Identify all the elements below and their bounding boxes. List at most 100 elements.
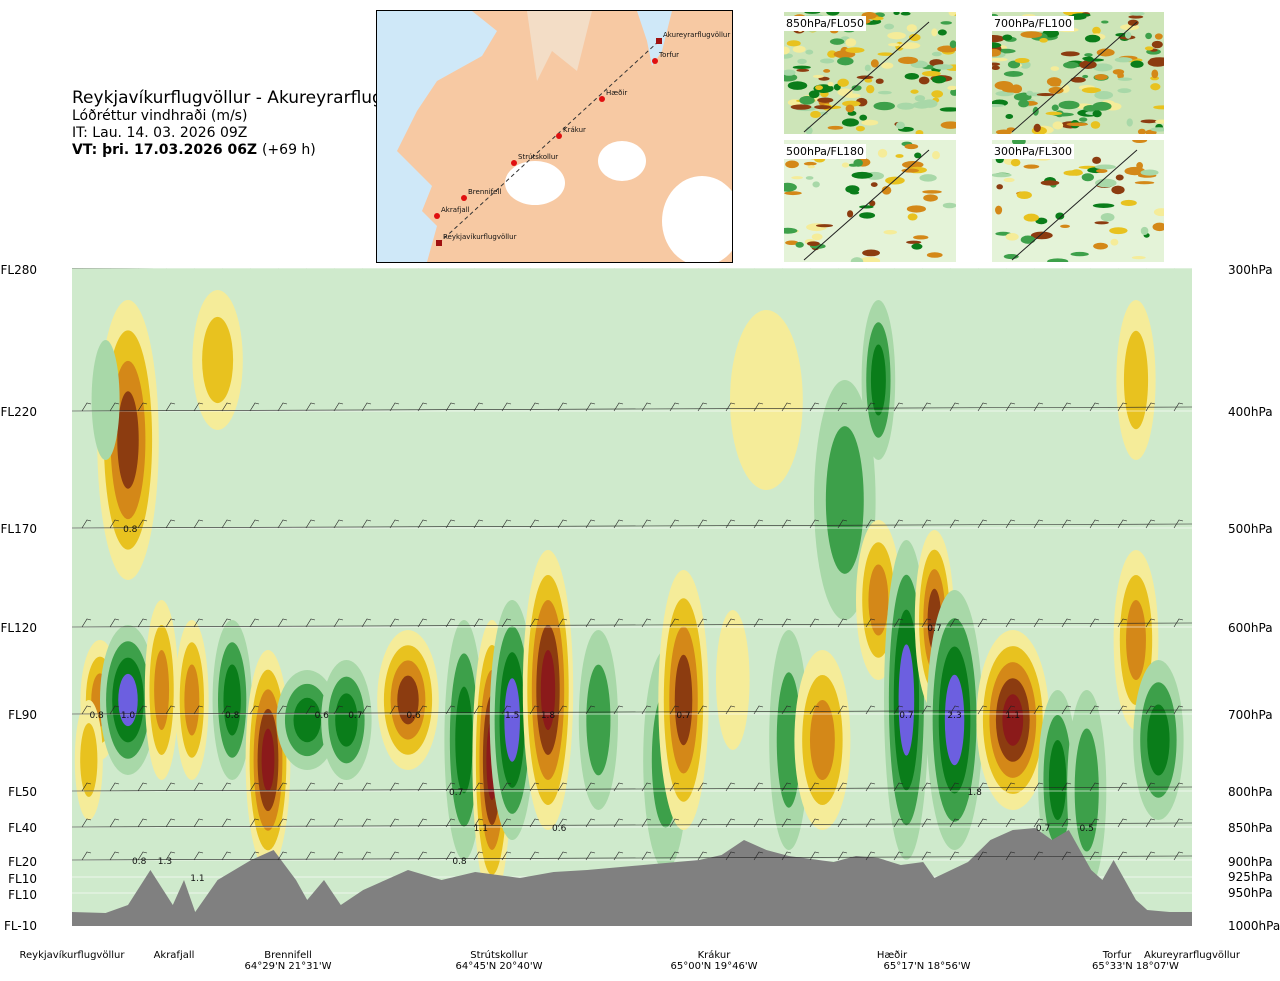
wind-barb-500-24	[753, 519, 764, 529]
value-label-15: 1.8	[968, 788, 983, 798]
wind-barb-800-26	[809, 782, 820, 792]
minimap-speckle	[1070, 251, 1089, 257]
minimap-speckle	[1117, 77, 1133, 81]
minimap-speckle	[1150, 83, 1161, 91]
minimap-speckle	[1153, 105, 1164, 110]
minimap-speckle	[1002, 34, 1013, 41]
wind-barb-600-23	[725, 618, 736, 628]
wind-barb-300-1	[110, 268, 111, 269]
minimap-speckle	[842, 100, 861, 107]
fl-label-400: FL220	[0, 405, 38, 419]
minimap-speckle	[797, 58, 807, 65]
wind-barb-600-3	[165, 618, 176, 628]
wind-barb-300-10	[362, 268, 363, 269]
value-label-10: 0.7	[899, 711, 913, 721]
wind-barb-700-9	[333, 705, 344, 715]
barb-shaft-300	[72, 268, 157, 269]
minimap-speckle	[827, 50, 837, 58]
minimap-speckle	[1151, 40, 1163, 49]
velocity-contour-23-2	[893, 609, 920, 791]
minimap-speckle	[1154, 33, 1163, 40]
minimap-speckle	[858, 257, 881, 262]
value-label-4: 0.6	[315, 711, 330, 721]
minimap-speckle	[856, 75, 874, 80]
velocity-contour-4-1	[202, 316, 234, 404]
wind-barb-400-7	[277, 402, 288, 412]
value-labels: 0.8 0.8 1.0 0.8 0.6 0.7 0.6 1.5 1.8 0.7 0.7 2.3 1.1 0…	[89, 525, 1093, 884]
minimap-speckle	[804, 12, 821, 14]
minimap-speckle	[823, 69, 831, 73]
minimap-speckle	[911, 243, 923, 250]
wind-barb-700-0	[81, 705, 92, 715]
wind-barb-800-6	[249, 782, 260, 792]
minimap-speckle	[784, 182, 797, 192]
wind-barb-800-1	[109, 782, 120, 792]
wind-barb-600-39	[1173, 618, 1184, 628]
velocity-contour-14-1	[527, 575, 569, 805]
minimap-speckle	[811, 233, 823, 241]
wind-barb-900-18	[585, 851, 596, 861]
velocity-contour-31-2	[1147, 704, 1170, 776]
minimap-700: 700hPa/FL100	[992, 12, 1164, 134]
minimap-speckle	[895, 121, 905, 130]
minimap-speckle	[1052, 121, 1064, 130]
wind-barb-500-32	[977, 519, 988, 529]
wind-barb-400-22	[697, 402, 708, 412]
velocity-contour-6-2	[223, 664, 241, 736]
minimap-speckle	[949, 40, 956, 49]
minimap-speckle	[1063, 170, 1083, 176]
minimap-speckle	[942, 202, 956, 209]
minimap-speckle	[803, 161, 817, 166]
minimap-speckle	[940, 121, 956, 129]
minimap-speckle	[1003, 177, 1015, 183]
minimap-speckle	[932, 151, 940, 160]
wind-barb-850-9	[333, 818, 344, 828]
velocity-contour-29-1	[1074, 728, 1099, 852]
wind-barb-900-27	[837, 851, 848, 861]
velocity-contour-5-1	[179, 642, 204, 758]
minimap-speckle	[837, 78, 849, 87]
value-label-9: 0.7	[676, 711, 690, 721]
wind-barb-700-3	[165, 705, 176, 715]
minimap-speckle	[1010, 158, 1021, 167]
velocity-contour-28-2	[1048, 740, 1067, 820]
minimap-speckle	[1126, 118, 1133, 127]
wind-barb-900-0	[81, 851, 92, 861]
minimap-speckle	[914, 152, 922, 159]
wind-barb-900-28	[865, 851, 876, 861]
velocity-contour-20-2	[809, 700, 835, 780]
minimap-speckle	[873, 101, 895, 111]
minimap-speckle	[1026, 90, 1034, 96]
wind-barb-850-31	[949, 818, 960, 828]
map-glacier-langjokull	[598, 141, 646, 181]
map-point-3	[556, 133, 562, 139]
issue-time: IT: Lau. 14. 03. 2026 09Z	[72, 125, 248, 141]
map-point-label-5: Brennifell	[468, 188, 501, 196]
minimap-speckle	[805, 126, 813, 134]
minimap-speckle	[841, 162, 850, 168]
wind-barb-900-4	[193, 851, 204, 861]
wind-barb-400-32	[977, 402, 988, 412]
minimap-speckle	[827, 125, 844, 130]
velocity-contour-1-1	[85, 656, 115, 744]
wind-barb-600-7	[277, 618, 288, 628]
wind-barb-600-28	[865, 618, 876, 628]
wind-barb-850-23	[725, 818, 736, 828]
wind-barb-600-21	[669, 618, 680, 628]
wind-barb-800-27	[837, 782, 848, 792]
minimap-speckle	[853, 159, 863, 167]
velocity-contour-29-0	[1067, 690, 1107, 890]
velocity-contour-9-0	[321, 660, 372, 780]
minimap-speckle	[992, 48, 1001, 57]
wind-barb-400-9	[333, 402, 344, 412]
wind-barb-500-16	[529, 519, 540, 529]
minimap-speckle	[1145, 32, 1152, 40]
minimap-speckle	[937, 29, 947, 36]
wind-barb-800-39	[1173, 782, 1184, 792]
wind-barb-800-2	[137, 782, 148, 792]
fl-label-500: FL170	[0, 522, 38, 536]
wind-barb-400-8	[305, 402, 316, 412]
wind-barbs	[72, 268, 1192, 861]
minimap-speckle	[812, 181, 820, 188]
wind-barb-800-18	[585, 782, 596, 792]
